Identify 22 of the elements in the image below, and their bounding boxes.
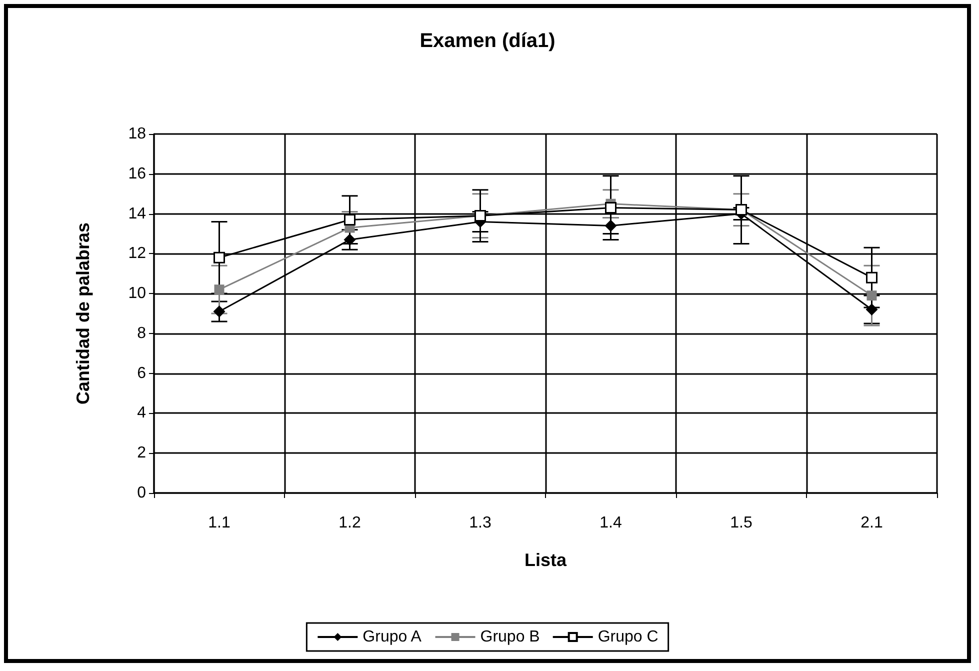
y-tick-label: 16 <box>128 165 146 182</box>
x-tick-label: 2.1 <box>860 514 883 532</box>
x-axis-title: Lista <box>524 550 568 570</box>
y-tick-label: 8 <box>137 324 146 342</box>
x-tick-label: 1.3 <box>469 514 492 532</box>
x-tick-label: 1.4 <box>600 514 622 532</box>
x-tick-label: 1.2 <box>338 514 361 532</box>
y-tick-label: 6 <box>137 364 146 382</box>
x-tick-label: 1.1 <box>208 514 230 532</box>
legend-label: Grupo B <box>480 628 540 646</box>
y-axis-title: Cantidad de palabras <box>73 222 93 405</box>
y-tick-label: 12 <box>128 245 146 262</box>
chart-title: Examen (día1) <box>420 30 556 52</box>
y-tick-label: 4 <box>137 404 146 422</box>
y-tick-label: 0 <box>137 484 146 502</box>
y-tick-label: 10 <box>128 285 146 302</box>
y-tick-label: 2 <box>137 444 146 462</box>
legend-label: Grupo C <box>598 628 658 646</box>
y-tick-label: 18 <box>128 126 146 142</box>
y-tick-label: 14 <box>128 205 146 222</box>
x-tick-label: 1.5 <box>730 514 752 532</box>
legend-label: Grupo A <box>362 628 422 646</box>
